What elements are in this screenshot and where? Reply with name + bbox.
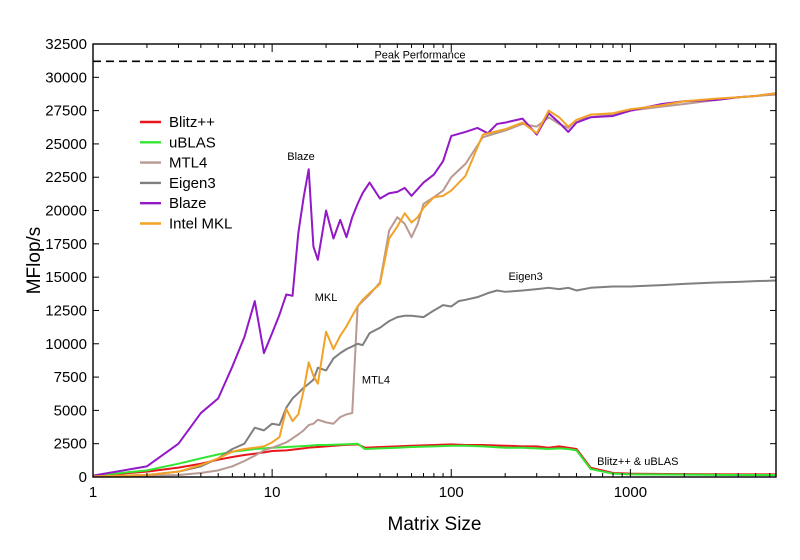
y-tick-label: 30000: [45, 69, 87, 86]
series-line-blitz-: [92, 443, 776, 477]
legend-label: MTL4: [169, 155, 207, 172]
legend-label: Blitz++: [169, 114, 215, 131]
annotation-label: Eigen3: [508, 271, 542, 283]
series-line-eigen3: [92, 279, 777, 478]
y-tick-label: 27500: [45, 103, 87, 120]
y-tick-label: 15000: [45, 269, 87, 286]
series-line-intel-mkl: [92, 92, 777, 478]
x-tick-label: 10: [264, 484, 281, 501]
annotations: Blaze MKL MTL4 Eigen3 Blitz++ & uBLAS: [287, 151, 678, 468]
series-line-ublas: [92, 442, 776, 477]
legend-label: Eigen3: [169, 175, 216, 192]
x-axis-ticks: 1 10 100 1000: [89, 44, 771, 501]
y-axis-ticks: 0 2500 5000 7500 10000 12500 15000 17500 20000 22…: [45, 36, 776, 486]
annotation-label: MTL4: [362, 375, 390, 387]
legend: Blitz++ uBLAS MTL4 Eigen3 Blaze Intel MKL: [140, 114, 232, 233]
x-tick-label: 1: [89, 484, 97, 501]
series-line-blaze: [92, 92, 777, 477]
y-tick-label: 12500: [45, 302, 87, 319]
annotation-label: Blaze: [287, 151, 315, 163]
y-tick-label: 22500: [45, 169, 87, 186]
y-tick-label: 10000: [45, 336, 87, 353]
y-tick-label: 25000: [45, 136, 87, 153]
peak-performance: Peak Performance: [93, 49, 776, 63]
y-tick-label: 32500: [45, 36, 87, 53]
x-tick-label: 1000: [614, 484, 647, 501]
peak-performance-label: Peak Performance: [374, 49, 465, 61]
legend-label: uBLAS: [169, 134, 216, 151]
y-axis-title: MFlop/s: [24, 227, 45, 295]
y-tick-label: 2500: [54, 436, 87, 453]
annotation-label: MKL: [315, 292, 338, 304]
y-tick-label: 0: [79, 469, 87, 486]
y-tick-label: 5000: [54, 402, 87, 419]
plot-frame: [92, 43, 777, 478]
y-tick-label: 17500: [45, 236, 87, 253]
legend-label: Intel MKL: [169, 216, 232, 233]
annotation-label: Blitz++ & uBLAS: [597, 456, 678, 468]
y-tick-label: 20000: [45, 203, 87, 220]
series-lines: [92, 92, 777, 478]
x-axis-title: Matrix Size: [388, 514, 482, 535]
legend-label: Blaze: [169, 195, 207, 212]
x-tick-label: 100: [439, 484, 464, 501]
y-tick-label: 7500: [54, 369, 87, 386]
